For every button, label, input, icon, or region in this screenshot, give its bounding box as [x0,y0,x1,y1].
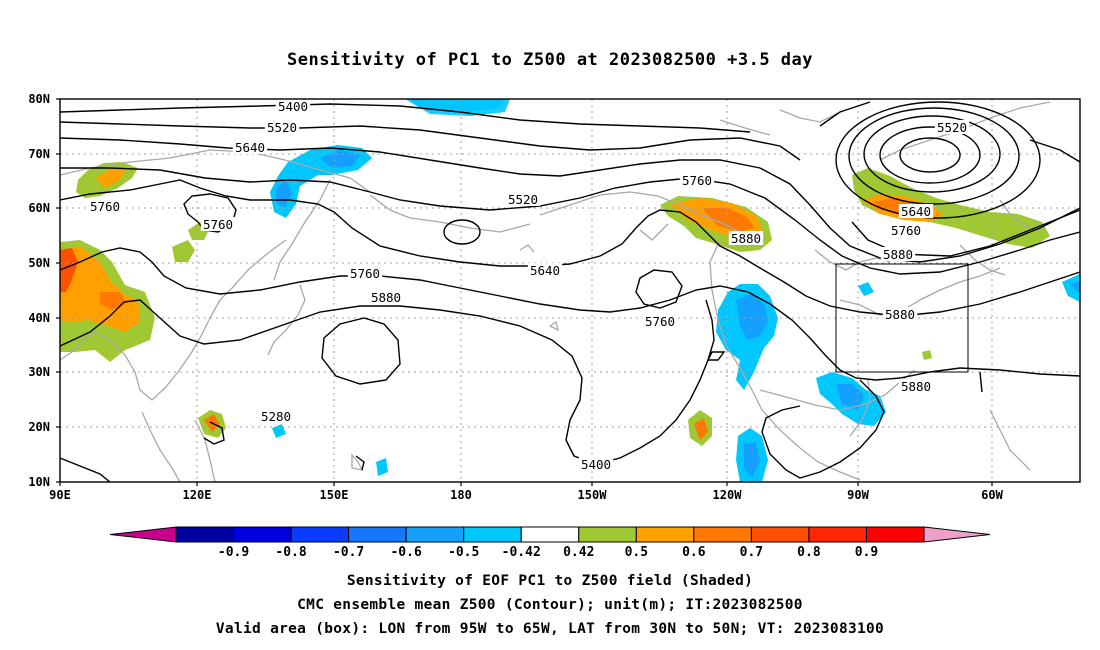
valid-area-box [835,263,969,373]
contour-label: 5760 [203,217,233,232]
sensitivity-shading [60,99,1080,482]
contour-label: 5880 [371,290,401,305]
colorbar-label: 0.8 [797,545,821,560]
lat-tick-label: 20N [28,420,50,434]
contour-label: 5760 [645,314,675,329]
positive-region [96,168,126,188]
colorbar-swatch [348,526,407,543]
positive-region [694,418,708,440]
negative-region [744,442,760,478]
coastlines [60,101,1051,482]
colorbar-swatch [865,526,925,543]
contour-label: 5520 [267,120,297,135]
colorbar-swatch [693,526,752,543]
colorbar-swatch [578,526,637,543]
contour-label: 5880 [885,307,915,322]
contour-label: 5520 [937,120,967,135]
negative-region [858,282,874,296]
z500-contours [60,101,1080,482]
lat-tick-label: 60N [28,201,50,215]
colorbar-swatch [405,526,465,543]
lat-tick-label: 70N [28,147,50,161]
colorbar-swatch [463,526,522,543]
colorbar-label: -0.5 [448,545,479,560]
colorbar-label: -0.6 [390,545,421,560]
contour-label: 5760 [891,223,921,238]
contour-label: 5760 [682,173,712,188]
lon-tick-label: 120E [183,488,212,502]
colorbar-swatch [520,526,580,543]
colorbar: -0.9 -0.8 -0.7 -0.6 -0.5 -0.42 0.42 0.5 0.6 0.7 0.… [109,526,991,560]
contour-label: 5640 [901,204,931,219]
negative-region [376,458,388,476]
positive-region [60,248,78,292]
lat-tick-label: 50N [28,256,50,270]
caption-shaded: Sensitivity of EOF PC1 to Z500 field (Sh… [346,573,754,589]
contour-label: 5400 [278,99,308,114]
map-frame [59,98,1081,483]
caption-contour: CMC ensemble mean Z500 (Contour); unit(m… [297,597,803,613]
lat-tick-label: 40N [28,311,50,325]
colorbar-label: 0.6 [682,545,706,560]
colorbar-label: -0.8 [275,545,306,560]
contour-label: 5880 [901,379,931,394]
contour-label: 5760 [90,199,120,214]
negative-region [836,384,864,410]
positive-region [702,208,754,232]
contour-label: 5880 [883,247,913,262]
positive-region [922,350,932,360]
colorbar-swatch [233,526,292,543]
positive-region [100,292,126,310]
contour-label: 5640 [530,263,560,278]
lon-tick-label: 60W [981,488,1003,502]
lon-tick-label: 90W [847,488,869,502]
figure-title: Sensitivity of PC1 to Z500 at 2023082500… [286,50,813,70]
lon-tick-label: 150E [320,488,349,502]
gridlines [60,99,1080,482]
positive-region [172,240,195,262]
negative-region [272,424,286,438]
colorbar-label: -0.7 [333,545,364,560]
colorbar-swatch [808,526,867,543]
colorbar-high-arrow [923,526,991,543]
lon-tick-label: 180 [450,488,472,502]
contour-label: 5880 [731,231,761,246]
contour-label: 5280 [261,409,291,424]
caption-valid-area: Valid area (box): LON from 95W to 65W, L… [215,621,885,637]
colorbar-swatch [635,526,695,543]
contour-label: 5640 [235,140,265,155]
colorbar-label: 0.5 [625,545,648,560]
contour-label: 5520 [508,192,538,207]
lat-tick-label: 30N [28,365,50,379]
negative-region [1062,274,1080,302]
lon-tick-label: 150W [578,488,608,502]
colorbar-swatch [290,526,350,543]
colorbar-low-arrow [109,526,177,543]
negative-region [276,180,292,208]
colorbar-label: -0.42 [502,545,541,560]
colorbar-swatch [175,526,235,543]
colorbar-label: 0.9 [855,545,878,560]
negative-region [736,294,768,340]
colorbar-label: 0.42 [563,545,594,560]
contour-label: 5760 [350,266,380,281]
colorbar-label: 0.7 [740,545,763,560]
colorbar-swatch [750,526,810,543]
lon-tick-label: 120W [713,488,743,502]
colorbar-label: -0.9 [218,545,249,560]
positive-region [60,246,140,332]
lat-tick-label: 80N [28,92,50,106]
contour-label: 5400 [581,457,611,472]
lat-tick-label: 10N [28,475,50,489]
negative-region [405,99,510,116]
lon-tick-label: 90E [49,488,71,502]
negative-region [1070,282,1080,294]
